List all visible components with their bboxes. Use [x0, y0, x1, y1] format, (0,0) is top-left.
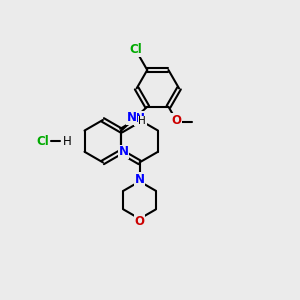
Text: O: O: [135, 214, 145, 228]
Text: N: N: [135, 112, 145, 125]
Text: H: H: [63, 135, 72, 148]
Text: O: O: [171, 114, 181, 127]
Text: Cl: Cl: [36, 135, 49, 148]
Text: N: N: [135, 172, 145, 186]
Text: N: N: [127, 111, 136, 124]
Text: Cl: Cl: [130, 44, 142, 56]
Text: N: N: [118, 145, 129, 158]
Text: H: H: [138, 116, 146, 126]
